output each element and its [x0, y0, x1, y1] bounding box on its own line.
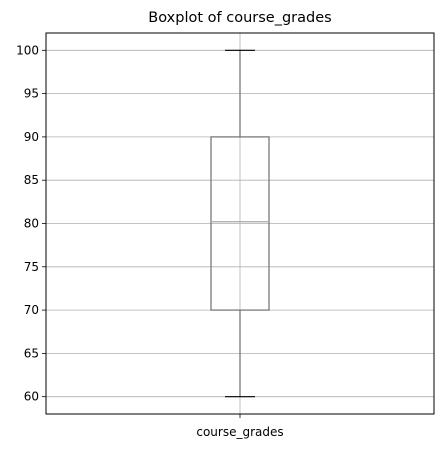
y-tick-label: 60 — [24, 390, 39, 404]
y-axis: 60 65 70 75 80 85 90 95 100 — [16, 43, 46, 404]
y-tick-label: 95 — [24, 87, 39, 101]
y-tick-label: 75 — [24, 260, 39, 274]
box-group — [210, 49, 270, 398]
y-tick-label: 100 — [16, 43, 39, 57]
y-tick-label: 80 — [24, 217, 39, 231]
chart-title: Boxplot of course_grades — [148, 10, 331, 26]
x-tick-label: course_grades — [196, 425, 283, 439]
x-axis: course_grades — [196, 414, 284, 439]
y-tick-label: 90 — [24, 130, 39, 144]
y-tick-label: 70 — [24, 303, 39, 317]
y-tick-label: 85 — [24, 173, 39, 187]
iqr-box — [210, 136, 270, 311]
y-tick-label: 65 — [24, 346, 39, 360]
